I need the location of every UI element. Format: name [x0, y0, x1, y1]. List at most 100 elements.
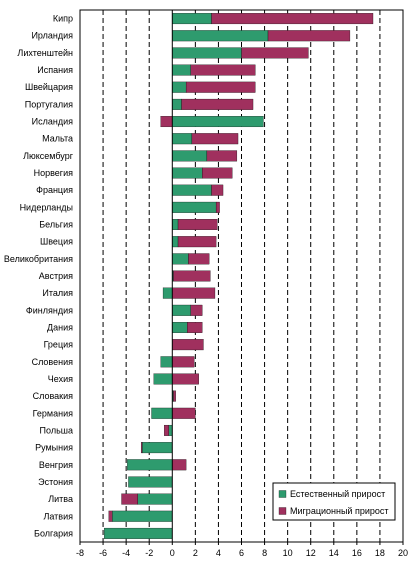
bar-migration-growth: [191, 133, 239, 145]
bar-natural-growth: [172, 47, 242, 59]
bar-migration-growth: [164, 424, 169, 436]
category-label: Италия: [42, 288, 73, 298]
bar-migration-growth: [188, 253, 210, 265]
bar-natural-growth: [172, 253, 189, 265]
category-label: Люксембург: [23, 151, 74, 161]
x-tick-label: 20: [398, 548, 408, 558]
x-tick-label: 4: [216, 548, 221, 558]
bar-migration-growth: [185, 81, 256, 93]
legend-label: Миграционный прирост: [290, 506, 388, 516]
bar-natural-growth: [172, 64, 191, 76]
bar-migration-growth: [206, 150, 238, 162]
category-label: Эстония: [38, 477, 73, 487]
category-labels: Кипр Ирландия Лихтенштейн Испания Швейцария П…: [4, 14, 74, 539]
x-tick-label: 14: [329, 548, 339, 558]
bar-migration-growth: [108, 510, 113, 522]
bar-migration-growth: [172, 339, 204, 351]
category-label: Венгрия: [39, 460, 73, 470]
category-label: Мальта: [42, 134, 73, 144]
bar-natural-growth: [172, 30, 269, 42]
category-label: Швеция: [40, 237, 73, 247]
category-label: Исландия: [32, 117, 73, 127]
bar-natural-growth: [172, 184, 212, 196]
category-label: Польша: [40, 425, 73, 435]
legend-swatch: [278, 507, 287, 515]
x-tick-label: 16: [352, 548, 362, 558]
bar-natural-growth: [153, 373, 173, 385]
category-label: Ирландия: [31, 31, 73, 41]
category-label: Чехия: [48, 374, 73, 384]
bar-natural-growth: [172, 150, 208, 162]
x-tick-labels: -8 -6 -4 -2 0 2 4 6 8 10 12 14 16 18 20: [76, 542, 408, 558]
category-label: Румыния: [35, 443, 73, 453]
category-label: Бельгия: [39, 220, 73, 230]
bar-natural-growth: [172, 304, 191, 316]
bar-natural-growth: [104, 527, 173, 539]
bar-migration-growth: [172, 373, 199, 385]
bar-natural-growth: [172, 322, 188, 333]
legend-label: Естественный прирост: [290, 489, 385, 499]
bar-natural-growth: [162, 287, 173, 299]
category-label: Швейцария: [25, 82, 73, 92]
category-label: Нидерланды: [20, 202, 73, 212]
bar-natural-growth: [168, 424, 173, 436]
x-tick-label: -8: [76, 548, 84, 558]
bar-natural-growth: [172, 116, 264, 128]
x-tick-label: 18: [375, 548, 385, 558]
category-label: Болгария: [34, 528, 73, 538]
bar-natural-growth: [142, 442, 173, 454]
bar-natural-growth: [172, 236, 179, 248]
bar-migration-growth: [241, 47, 309, 59]
x-tick-label: -4: [122, 548, 130, 558]
category-label: Португалия: [25, 99, 73, 109]
bar-natural-growth: [172, 219, 179, 230]
legend-box: [272, 482, 396, 521]
bar-natural-growth: [137, 493, 173, 505]
bar-migration-growth: [172, 287, 216, 299]
category-label: Дания: [47, 322, 73, 332]
legend: Естественный прирост Миграционный прирост: [272, 482, 396, 521]
bar-natural-growth: [172, 201, 217, 213]
x-tick-label: 0: [170, 548, 175, 558]
x-tick-label: 12: [306, 548, 316, 558]
bar-migration-growth: [187, 322, 203, 333]
x-tick-label: -6: [99, 548, 107, 558]
bar-natural-growth: [112, 510, 173, 522]
category-label: Франция: [36, 185, 73, 195]
bar-migration-growth: [172, 407, 196, 419]
bar-migration-growth: [177, 236, 217, 248]
bar-natural-growth: [172, 81, 187, 93]
category-label: Великобритания: [4, 254, 73, 264]
bar-migration-growth: [172, 459, 187, 471]
category-label: Норвегия: [34, 168, 74, 178]
bar-migration-growth: [173, 390, 176, 402]
bar-migration-growth: [160, 116, 173, 128]
bar-natural-growth: [172, 13, 212, 25]
bars: [104, 13, 374, 539]
category-label: Испания: [37, 65, 73, 75]
bar-migration-growth: [140, 442, 143, 454]
category-label: Кипр: [53, 14, 73, 24]
bar-migration-growth: [181, 98, 254, 110]
bar-migration-growth: [202, 167, 233, 179]
bar-natural-growth: [160, 356, 173, 368]
bar-natural-growth: [127, 459, 173, 471]
category-label: Греция: [44, 340, 74, 350]
bar-migration-growth: [173, 270, 211, 282]
bar-migration-growth: [172, 356, 195, 368]
bar-natural-growth: [151, 407, 173, 419]
bar-natural-growth: [172, 98, 182, 110]
x-tick-label: 6: [239, 548, 244, 558]
legend-swatch: [278, 490, 287, 498]
bar-migration-growth: [211, 13, 374, 25]
x-tick-label: 8: [262, 548, 267, 558]
bar-natural-growth: [172, 133, 193, 145]
bar-migration-growth: [190, 304, 203, 316]
x-tick-label: 2: [193, 548, 198, 558]
bar-migration-growth: [177, 219, 218, 230]
bar-migration-growth: [211, 184, 224, 196]
category-label: Литва: [48, 494, 73, 504]
bar-migration-growth: [267, 30, 351, 42]
category-label: Финляндия: [26, 305, 73, 315]
